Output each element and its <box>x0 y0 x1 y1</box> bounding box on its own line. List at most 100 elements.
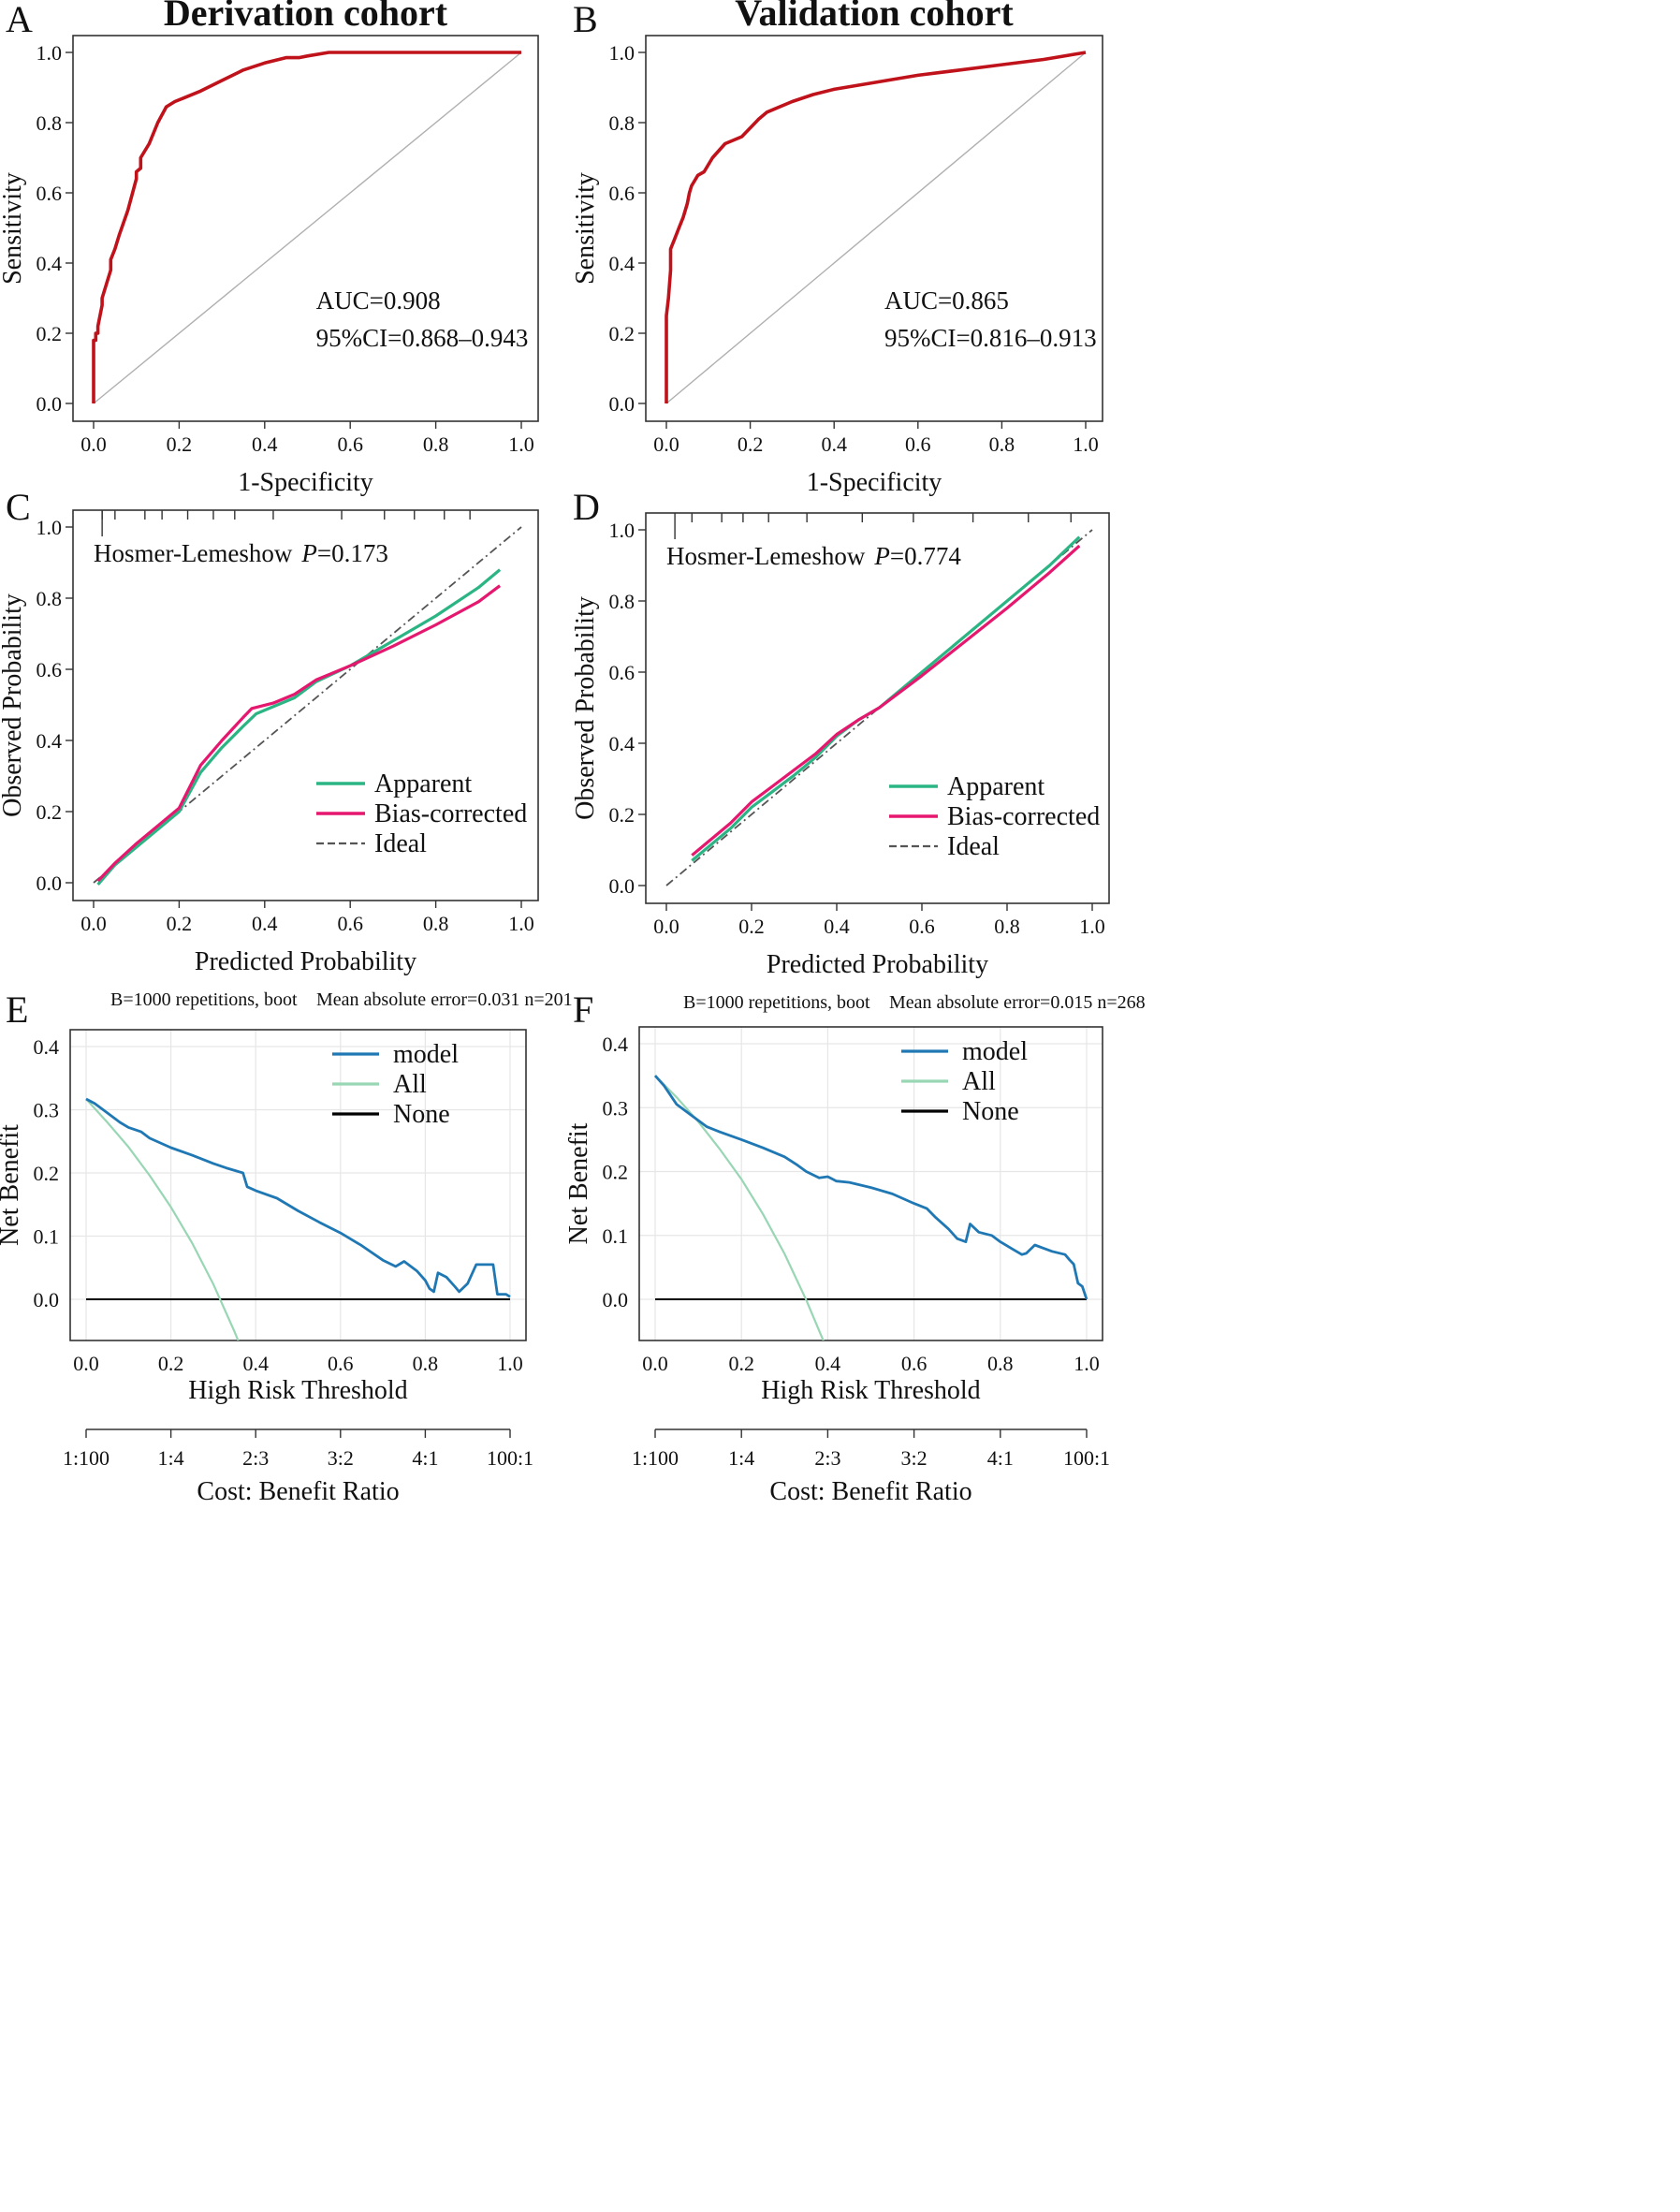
cost-benefit-label: Cost: Benefit Ratio <box>197 1477 399 1506</box>
legend-all-label: All <box>962 1067 996 1096</box>
x-tick-label: 1.0 <box>1073 432 1099 456</box>
y-tick-label: 0.4 <box>37 729 63 753</box>
panel-letter-d: D <box>573 486 600 528</box>
hl-p: P <box>873 542 890 570</box>
cost-benefit-tick-label: 1:100 <box>63 1446 110 1470</box>
x-tick-label: 0.0 <box>653 432 679 456</box>
y-tick-label: 0.1 <box>603 1224 629 1248</box>
y-tick-label: 1.0 <box>37 516 63 539</box>
x-tick-label: 0.6 <box>337 432 363 456</box>
y-tick-label: 0.2 <box>603 1161 629 1184</box>
hosmer-lemeshow-label: Hosmer-Lemeshow P=0.173 <box>94 539 388 567</box>
cost-benefit-tick-label: 4:1 <box>412 1446 438 1470</box>
plot-frame <box>72 35 539 422</box>
hl-text: Hosmer-Lemeshow <box>666 542 866 570</box>
y-tick-label: 0.4 <box>34 1035 60 1059</box>
legend-none-label: None <box>962 1097 1019 1126</box>
y-tick-label: 0.0 <box>37 872 63 895</box>
x-axis-label: High Risk Threshold <box>188 1376 407 1405</box>
x-tick-label: 0.8 <box>994 915 1020 938</box>
auc-label: AUC=0.908 <box>316 286 441 315</box>
y-tick-label: 0.2 <box>34 1162 60 1185</box>
x-tick-label: 0.0 <box>80 432 107 456</box>
panel-letter-e: E <box>6 989 28 1031</box>
x-tick-label: 0.8 <box>413 1352 439 1375</box>
hl-value: =0.173 <box>317 539 388 567</box>
y-tick-label: 1.0 <box>609 41 635 65</box>
footer-left: B=1000 repetitions, boot <box>110 989 298 1010</box>
plot-frame <box>638 1026 1103 1341</box>
x-tick-label: 0.6 <box>909 915 935 938</box>
ci-label: 95%CI=0.868–0.943 <box>316 324 529 352</box>
legend-ideal-label: Ideal <box>947 832 1000 861</box>
cost-benefit-tick-label: 100:1 <box>1063 1446 1110 1470</box>
y-tick-label: 0.0 <box>609 874 635 898</box>
y-tick-label: 0.0 <box>37 392 63 416</box>
cost-benefit-tick-label: 1:100 <box>632 1446 679 1470</box>
roc-curve <box>665 51 1087 403</box>
plot-frame <box>69 1029 527 1341</box>
y-tick-label: 0.8 <box>37 111 63 135</box>
x-tick-label: 0.8 <box>423 912 449 935</box>
plot-frame <box>645 35 1103 422</box>
y-tick-label: 0.2 <box>37 800 63 824</box>
y-axis-label: Observed Probability <box>571 596 600 820</box>
x-tick-label: 1.0 <box>497 1352 523 1375</box>
x-tick-label: 0.8 <box>423 432 449 456</box>
y-axis-label: Net Benefit <box>564 1122 593 1244</box>
y-tick-label: 0.6 <box>609 661 635 684</box>
x-tick-label: 0.0 <box>80 912 107 935</box>
legend-model-label: model <box>393 1040 459 1069</box>
x-tick-label: 0.4 <box>252 432 278 456</box>
bias-corrected-curve <box>691 544 1081 857</box>
x-tick-label: 0.2 <box>738 915 765 938</box>
x-axis-label: High Risk Threshold <box>761 1376 980 1405</box>
y-tick-label: 0.6 <box>37 182 63 205</box>
y-tick-label: 0.1 <box>34 1225 60 1249</box>
legend-apparent-label: Apparent <box>947 772 1045 801</box>
y-tick-label: 0.0 <box>34 1288 60 1311</box>
legend-bias-corrected-label: Bias-corrected <box>374 799 527 828</box>
x-tick-label: 0.2 <box>167 432 193 456</box>
y-tick-label: 0.4 <box>609 252 635 275</box>
y-tick-label: 0.3 <box>603 1096 629 1120</box>
x-tick-label: 0.6 <box>337 912 363 935</box>
bias-corrected-curve <box>96 584 502 883</box>
x-tick-label: 0.4 <box>821 432 847 456</box>
x-tick-label: 1.0 <box>508 912 534 935</box>
x-tick-label: 0.2 <box>158 1352 184 1375</box>
plot-area <box>85 1097 511 1340</box>
chart-title: Derivation cohort <box>164 0 448 34</box>
apparent-curve <box>96 568 502 886</box>
y-tick-label: 0.6 <box>37 658 63 681</box>
reference-diagonal <box>93 51 522 404</box>
plot-frame <box>645 512 1110 904</box>
y-tick-label: 0.4 <box>603 1033 629 1056</box>
panel-letter-b: B <box>573 0 598 40</box>
cost-benefit-tick-label: 100:1 <box>487 1446 533 1470</box>
model-curve <box>653 1075 1088 1300</box>
legend-ideal-label: Ideal <box>374 829 427 858</box>
y-tick-label: 0.8 <box>609 111 635 135</box>
x-tick-label: 1.0 <box>1079 915 1105 938</box>
y-axis-label: Net Benefit <box>0 1124 24 1246</box>
cost-benefit-tick-label: 3:2 <box>901 1446 928 1470</box>
hl-text: Hosmer-Lemeshow <box>94 539 293 567</box>
y-axis-label: Sensitivity <box>0 172 27 285</box>
panel-letter-c: C <box>6 486 31 528</box>
model-curve <box>85 1097 511 1298</box>
x-tick-label: 0.8 <box>989 432 1015 456</box>
reference-diagonal <box>665 51 1087 404</box>
panel-b: B Validation cohort 0.0 0.2 0.4 0.6 0.8 1.0 0.0 0… <box>571 0 1103 497</box>
plot-area <box>665 529 1093 886</box>
y-tick-label: 0.0 <box>609 392 635 416</box>
x-axis-label: 1-Specificity <box>807 468 942 497</box>
all-curve <box>654 1075 825 1340</box>
y-tick-label: 1.0 <box>37 41 63 65</box>
legend-none-label: None <box>393 1100 450 1129</box>
footer-right: Mean absolute error=0.031 n=201 <box>316 989 573 1010</box>
roc-curve <box>92 51 521 403</box>
x-tick-label: 1.0 <box>508 432 534 456</box>
